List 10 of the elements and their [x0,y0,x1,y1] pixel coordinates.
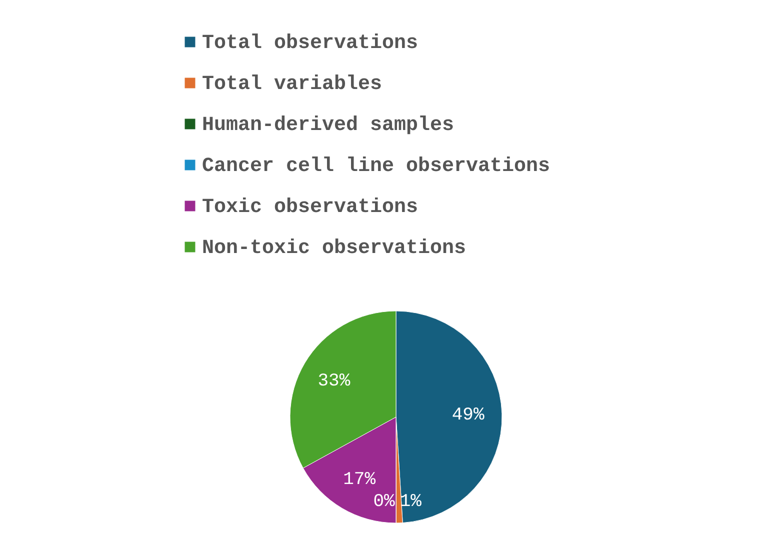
legend-label: Human-derived samples [202,114,454,137]
legend-label: Cancer cell line observations [202,155,550,178]
text: 0% [373,492,395,512]
legend-label: Toxic observations [202,196,418,219]
data-label: 33% [318,371,350,392]
legend-label: Non-toxic observations [202,237,466,260]
legend-label: Total variables [202,73,382,96]
data-label: 17% [343,470,376,490]
legend-label: Total observations [202,32,418,55]
data-label: 49% [452,406,484,426]
